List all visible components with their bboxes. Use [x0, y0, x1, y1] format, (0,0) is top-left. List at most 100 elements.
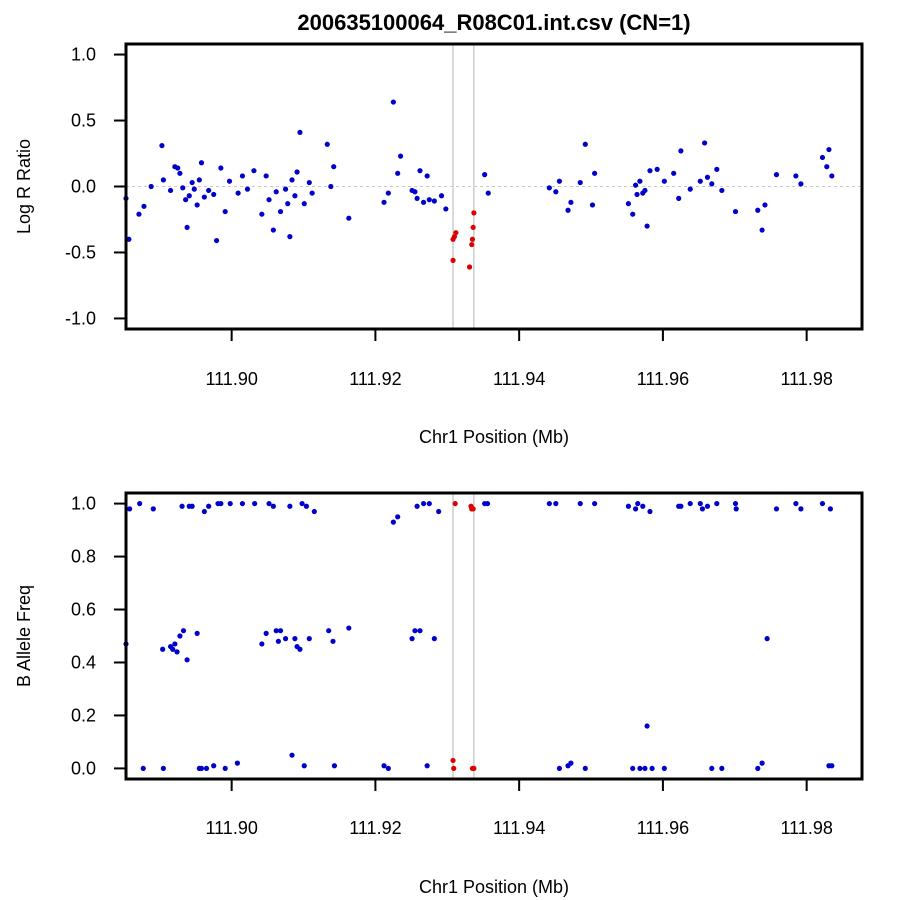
data-point [687, 500, 693, 507]
x-tick-label: 111.96 [637, 369, 689, 389]
data-point [635, 500, 641, 507]
data-point [793, 500, 799, 507]
data-point [395, 514, 401, 520]
data-point [640, 503, 646, 509]
data-point [661, 765, 667, 772]
chart-title: 200635100064_R08C01.int.csv (CN=1) [297, 10, 690, 35]
y-tick-label: 1.0 [71, 494, 96, 514]
cnv-data-point [469, 236, 476, 242]
data-point [661, 178, 667, 184]
data-point [282, 636, 289, 642]
data-point [191, 186, 197, 192]
data-point [301, 763, 307, 769]
y-tick-label: 1.0 [71, 45, 96, 65]
data-point [630, 765, 636, 772]
data-point [141, 203, 147, 209]
x-axis-label: Chr1 Position (Mb) [419, 877, 569, 897]
y-tick-label: 0.6 [71, 600, 96, 620]
data-point [174, 649, 180, 655]
data-point [773, 506, 780, 512]
data-point [582, 141, 588, 147]
data-point [213, 237, 220, 244]
data-point [732, 500, 739, 507]
data-point [328, 183, 334, 190]
data-point [577, 179, 583, 186]
data-point [671, 170, 677, 176]
data-point [180, 185, 186, 191]
data-point [826, 146, 832, 153]
data-point [301, 201, 307, 207]
data-point [159, 142, 165, 149]
data-point [630, 211, 636, 217]
data-point [277, 208, 284, 215]
data-point [148, 183, 154, 190]
cnv-data-point [451, 234, 458, 240]
cnv-data-point [470, 224, 476, 231]
data-point [827, 506, 833, 512]
data-point [244, 186, 251, 192]
data-point [556, 765, 563, 772]
x-tick-label: 111.98 [780, 818, 832, 838]
data-point [819, 500, 826, 507]
data-point [714, 500, 720, 507]
data-point [709, 765, 715, 772]
data-point [390, 99, 396, 105]
y-tick-label: 0.0 [71, 177, 96, 197]
data-point [417, 168, 423, 174]
data-point [183, 197, 189, 203]
x-tick-label: 111.94 [493, 369, 545, 389]
data-point [424, 173, 430, 179]
cnv-data-point [450, 757, 456, 764]
data-point [414, 503, 420, 509]
data-point [177, 170, 183, 176]
data-point [424, 763, 430, 769]
data-point [647, 168, 653, 174]
data-point [798, 181, 804, 187]
data-point [431, 198, 437, 204]
data-point [222, 765, 228, 772]
data-point [553, 189, 559, 195]
data-point [412, 189, 418, 195]
data-point [412, 628, 418, 634]
data-point [186, 193, 192, 199]
data-point [482, 172, 488, 178]
data-point [330, 638, 336, 644]
data-point [326, 628, 332, 634]
data-point [263, 173, 269, 179]
data-point [285, 201, 291, 207]
data-point [637, 178, 643, 184]
data-point [709, 181, 715, 187]
b-allele-freq-panel: 0.0 0.2 0.4 0.6 0.8 1.0 111.90 111.92 111.94 111.… [14, 491, 864, 897]
data-point [239, 500, 246, 507]
data-point [625, 503, 632, 509]
data-point [160, 646, 166, 652]
data-point [184, 657, 190, 663]
data-point [206, 503, 212, 509]
data-point [764, 636, 770, 642]
data-point [556, 178, 563, 184]
data-point [235, 190, 241, 196]
data-point [546, 185, 552, 191]
data-point [414, 195, 420, 201]
cnv-data-point [470, 506, 476, 512]
data-point [431, 636, 437, 642]
data-point [306, 636, 312, 642]
data-point [211, 191, 217, 198]
x-tick-label: 111.92 [349, 369, 401, 389]
data-point [793, 173, 799, 179]
data-point [385, 190, 391, 196]
data-point [381, 763, 387, 769]
data-point [324, 141, 330, 147]
data-point [773, 172, 780, 178]
data-point [759, 227, 765, 233]
data-point [647, 508, 653, 515]
data-point [211, 763, 217, 769]
data-point [625, 201, 632, 207]
data-point [201, 194, 207, 200]
data-point [755, 765, 761, 772]
x-axis-label: Chr1 Position (Mb) [419, 427, 569, 447]
data-point [485, 190, 491, 196]
data-point [297, 129, 303, 136]
data-point [644, 723, 650, 729]
data-point [172, 641, 178, 647]
